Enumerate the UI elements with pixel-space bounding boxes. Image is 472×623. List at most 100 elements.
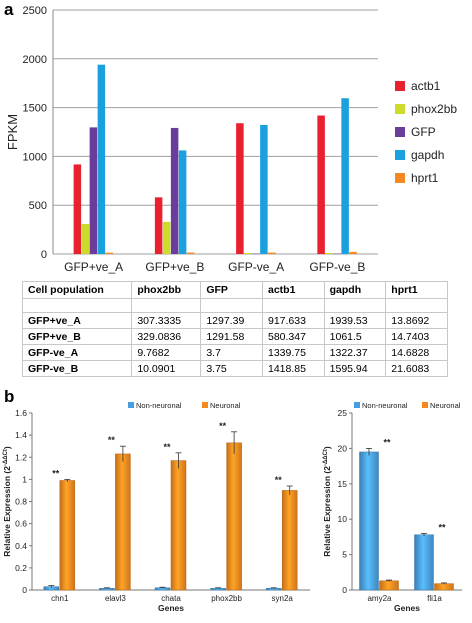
legend-label: Neuronal [430,401,461,410]
y-tick-label: 10 [338,514,348,524]
y-tick-label: 2500 [23,5,47,17]
legend-swatch-phox2bb [395,104,405,114]
bar-hprt1 [186,252,195,254]
bar-phox2bb [81,224,90,254]
table-cell: 1061.5 [323,328,387,345]
table-cell: 10.0901 [131,360,202,377]
bar-gfp [170,127,179,254]
table-header-cell: GFP [200,281,263,299]
significance-marker: ** [163,442,171,452]
table-cell: 14.7403 [385,328,448,345]
bar-neuronal [170,460,187,591]
x-axis-label: Genes [394,603,420,613]
significance-marker: ** [219,421,227,431]
legend-swatch-actb1 [395,81,405,91]
significance-marker: ** [108,435,116,445]
table-cell: 3.75 [200,360,263,377]
table-spacer-row [21,298,448,313]
y-axis-label: Relative Expression (2-ΔΔCt) [322,446,332,557]
x-tick-label: elavl3 [105,594,126,603]
y-tick-label: 1.2 [15,452,27,462]
x-tick-label: fli1a [427,594,442,603]
x-tick-label: phox2bb [211,594,242,603]
significance-marker: ** [52,468,60,478]
y-tick-label: 1000 [23,151,47,163]
table-cell: 1595.94 [323,360,387,377]
bar-neuronal [379,580,399,591]
y-tick-label: 0 [342,585,347,595]
table-cell: 1322.37 [323,344,387,361]
y-tick-label: 0.8 [15,497,27,507]
bar-phox2bb [162,221,171,254]
y-tick-label: 0.2 [15,563,27,573]
bar-actb1 [236,123,244,254]
panel-a-label: a [4,0,14,19]
table-row: GFP+ve_A 307.3335 1297.39 917.633 1939.5… [21,312,448,329]
table-row: GFP-ve_A 9.7682 3.7 1339.75 1322.37 14.6… [21,344,448,361]
non-neuronal-markers-chart: 0 5 10 15 20 25 Relative Expression (2-ΔΔCt) Ge… [322,401,462,613]
bar-non-neuronal [414,534,434,591]
fpkm-chart: 0 500 1000 1500 2000 2500 FPKM GFP+ve_A GFP+ve_B… [5,5,457,274]
legend-label: Non-neuronal [362,401,408,410]
y-tick-label: 25 [338,408,348,418]
table-header-cell: actb1 [261,281,325,299]
table-cell: 13.8692 [385,312,448,329]
bar-neuronal [226,442,242,591]
table-cell: 14.6828 [385,344,448,361]
y-tick-label: 500 [29,200,47,212]
legend-swatch-non-neuronal [128,402,134,408]
table-header-row: Cell population phox2bb GFP actb1 gapdh … [21,281,448,299]
legend-label: Non-neuronal [136,401,182,410]
legend-swatch-hprt1 [395,173,405,183]
bar-actb1 [154,197,163,254]
bar-actb1 [73,164,82,254]
legend-label: hprt1 [411,171,439,185]
table-row: GFP-ve_B 10.0901 3.75 1418.85 1595.94 21… [21,360,448,377]
bar-gapdh [97,64,106,254]
bar-non-neuronal [359,451,379,591]
y-tick-label: 1 [22,474,27,484]
legend-swatch-gfp [395,127,405,137]
bar-gfp [333,253,341,255]
table-header-cell: Cell population [21,281,133,299]
table-cell: GFP-ve_B [21,360,133,377]
x-tick-label: GFP-ve_B [309,260,365,274]
table-row: GFP+ve_B 329.0836 1291.58 580.347 1061.5… [21,328,448,345]
y-tick-label: 5 [342,550,347,560]
bar-hprt1 [268,252,276,254]
table-cell: 1939.53 [323,312,387,329]
significance-marker: ** [439,522,447,532]
bar-phox2bb [325,253,333,254]
bar-gapdh [341,98,349,254]
table-cell: 1291.58 [200,328,263,345]
y-axis-label: FPKM [5,114,20,150]
table-header-cell: gapdh [323,281,387,299]
table-cell: 580.347 [261,328,325,345]
x-tick-label: chata [161,594,181,603]
x-tick-label: GFP+ve_B [145,260,204,274]
x-tick-label: GFP-ve_A [228,260,284,274]
table-cell: 21.6083 [385,360,448,377]
y-tick-label: 15 [338,479,348,489]
y-tick-label: 1500 [23,103,47,115]
table-cell: 917.633 [261,312,325,329]
y-tick-label: 0.6 [15,519,27,529]
y-tick-label: 0 [22,585,27,595]
table-cell: GFP+ve_B [21,328,133,345]
bar-gapdh [178,150,187,254]
x-tick-label: GFP+ve_A [64,260,123,274]
fpkm-table: Cell population phox2bb GFP actb1 gapdh … [21,281,448,377]
table-cell: 9.7682 [131,344,202,361]
table-header-cell: hprt1 [385,281,448,299]
bar-neuronal [434,583,454,591]
y-tick-label: 20 [338,443,348,453]
bar-neuronal [281,490,298,591]
bar-gfp [252,253,260,255]
x-tick-label: chn1 [51,594,69,603]
y-tick-label: 1.6 [15,408,27,418]
bar-hprt1 [349,251,357,254]
legend-swatch-non-neuronal [354,402,360,408]
table-cell: GFP+ve_A [21,312,133,329]
bar-phox2bb [244,253,252,254]
bar-hprt1 [105,252,114,254]
